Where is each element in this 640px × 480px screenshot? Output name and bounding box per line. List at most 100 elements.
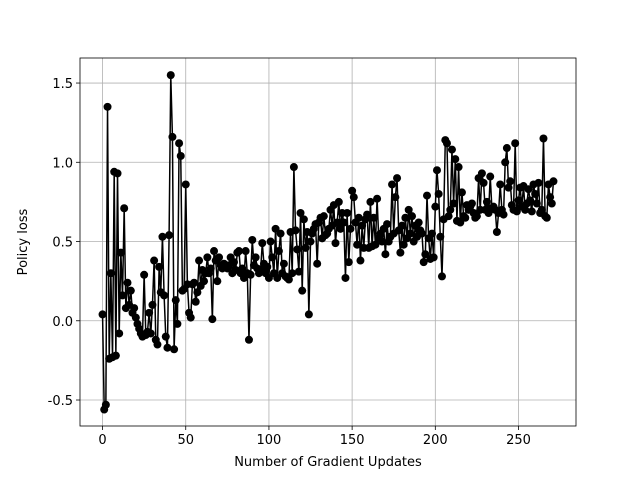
point — [511, 139, 520, 148]
point — [496, 180, 505, 189]
point — [393, 174, 402, 183]
point — [293, 245, 302, 254]
point — [146, 329, 155, 338]
point — [200, 277, 209, 286]
point — [366, 197, 375, 206]
point — [273, 273, 282, 282]
point — [120, 204, 129, 213]
point — [130, 304, 139, 313]
point — [419, 258, 428, 267]
point — [210, 247, 219, 256]
point — [472, 212, 481, 221]
point — [334, 197, 343, 206]
point — [399, 240, 408, 249]
point — [418, 229, 427, 238]
point — [526, 196, 535, 205]
point — [161, 332, 170, 341]
point — [502, 144, 511, 153]
point — [193, 288, 202, 297]
y-tick-label: -0.5 — [48, 394, 73, 409]
point — [186, 313, 195, 322]
point — [531, 189, 540, 198]
point — [248, 235, 257, 244]
point — [106, 269, 115, 278]
point — [349, 193, 358, 202]
point — [190, 278, 199, 287]
point — [492, 228, 501, 237]
point — [244, 335, 253, 344]
point — [539, 134, 548, 143]
point — [170, 345, 179, 354]
point — [344, 258, 353, 267]
point — [203, 253, 212, 262]
point — [546, 193, 555, 202]
point — [434, 189, 443, 198]
point — [457, 188, 466, 197]
point — [482, 197, 491, 206]
x-tick-label: 100 — [257, 433, 282, 448]
point — [369, 213, 378, 222]
point — [341, 273, 350, 282]
point — [264, 273, 273, 282]
point — [446, 205, 455, 214]
point — [98, 310, 107, 319]
point — [363, 210, 372, 219]
point — [346, 224, 355, 233]
y-tick-label: 1.0 — [52, 156, 73, 171]
point — [191, 297, 200, 306]
point — [371, 240, 380, 249]
plot-frame — [79, 57, 577, 427]
point — [514, 196, 523, 205]
point — [148, 300, 157, 309]
point — [150, 256, 159, 265]
point — [499, 210, 508, 219]
point — [299, 215, 308, 224]
x-tick-label: 250 — [506, 433, 531, 448]
point — [396, 248, 405, 257]
point — [153, 340, 162, 349]
point — [206, 264, 215, 273]
point — [506, 177, 515, 186]
point — [101, 400, 110, 409]
point — [238, 264, 247, 273]
point — [274, 247, 283, 256]
point — [432, 166, 441, 175]
point — [373, 194, 382, 203]
y-tick-label: 0.0 — [52, 315, 73, 330]
point — [171, 296, 180, 305]
point — [234, 247, 243, 256]
point — [284, 275, 293, 284]
point — [456, 218, 465, 227]
point — [145, 308, 154, 317]
point — [111, 351, 120, 360]
point — [313, 259, 322, 268]
ticks: 0 50 100 150 200 250 -0.5 0.0 0.5 1.0 1.5 — [48, 77, 531, 448]
point — [229, 258, 238, 267]
point — [158, 232, 167, 241]
point — [401, 213, 410, 222]
point — [215, 253, 224, 262]
point — [398, 221, 407, 230]
point — [358, 221, 367, 230]
point — [527, 207, 536, 216]
point — [126, 286, 135, 295]
point — [251, 253, 260, 262]
point — [246, 270, 255, 279]
point — [319, 212, 328, 221]
point — [195, 256, 204, 265]
point — [168, 132, 177, 141]
point — [436, 232, 445, 241]
point — [301, 243, 310, 252]
point — [378, 237, 387, 246]
point — [213, 277, 222, 286]
point — [333, 218, 342, 227]
point — [175, 139, 184, 148]
point — [501, 158, 510, 167]
point — [504, 183, 513, 192]
point — [291, 226, 300, 235]
point — [118, 291, 127, 300]
point — [208, 315, 217, 324]
point — [442, 139, 451, 148]
point — [429, 253, 438, 262]
